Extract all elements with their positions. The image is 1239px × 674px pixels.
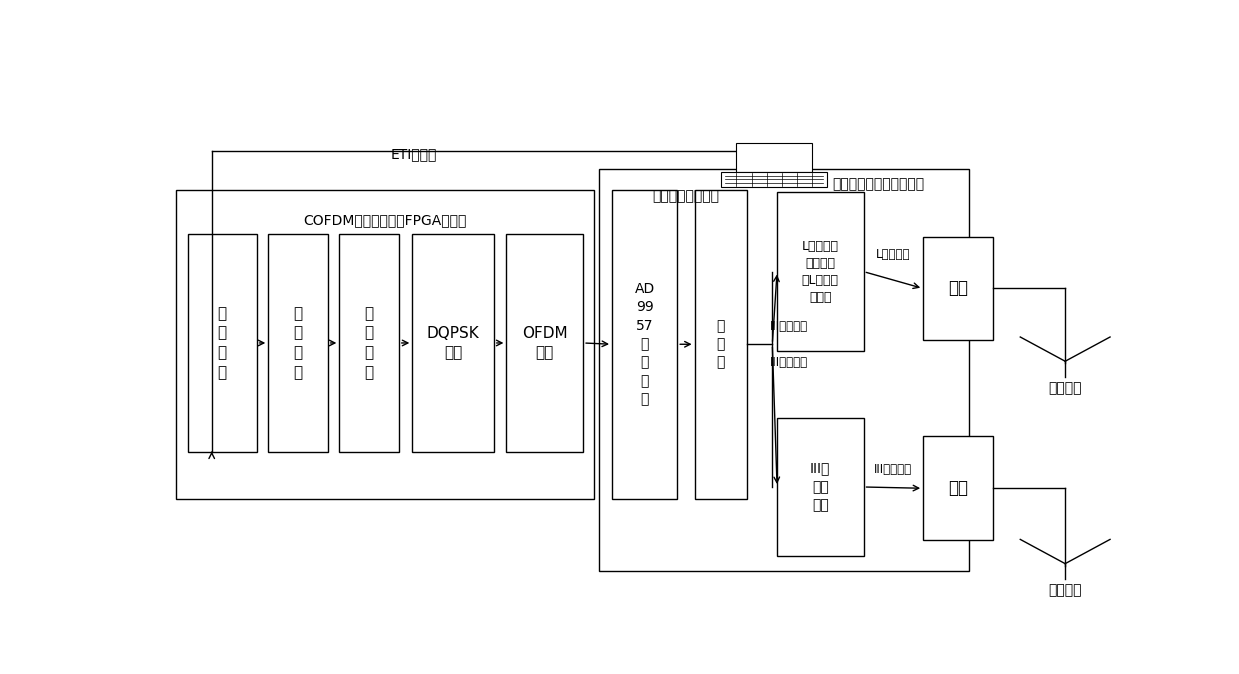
Bar [777,193,864,350]
Text: ETI数据流: ETI数据流 [390,147,436,161]
Text: 频
率
交
织: 频 率 交 织 [364,306,374,380]
Bar [721,172,828,187]
Bar [507,234,584,452]
Bar [923,237,994,340]
Bar [736,143,813,172]
Text: 节目源编码及发射帧合成: 节目源编码及发射帧合成 [831,177,924,191]
Bar [187,234,256,452]
Text: 时
间
交
织: 时 间 交 织 [294,306,302,380]
Bar [923,436,994,540]
Text: 集成到一块板子上: 集成到一块板子上 [652,189,720,203]
Text: DQPSK
调制: DQPSK 调制 [426,326,479,361]
Text: 功放: 功放 [948,280,968,297]
Bar [777,418,864,556]
Bar [176,190,593,499]
Bar [612,190,678,499]
Bar [339,234,399,452]
Bar [413,234,494,452]
Bar [268,234,327,452]
Text: III波段信号: III波段信号 [769,320,808,333]
Bar [600,169,969,572]
Text: III波段信号: III波段信号 [875,462,912,476]
Text: COFDM编码器（单片FPGA实现）: COFDM编码器（单片FPGA实现） [304,213,467,227]
Text: 发射天线: 发射天线 [1048,381,1082,396]
Text: AD
99
57
上
变
频
器: AD 99 57 上 变 频 器 [634,282,654,406]
Bar [695,190,747,499]
Text: 发射天线: 发射天线 [1048,583,1082,596]
Text: 功
分
器: 功 分 器 [716,319,725,369]
Text: L波段变频
模块（包
括L波段滤
波器）: L波段变频 模块（包 括L波段滤 波器） [802,239,839,303]
Text: 功放: 功放 [948,479,968,497]
Text: III波
段滤
波器: III波 段滤 波器 [810,462,830,512]
Text: III波段信号: III波段信号 [769,356,808,369]
Text: OFDM
调制: OFDM 调制 [522,326,567,361]
Text: L波段信号: L波段信号 [876,248,911,262]
Text: 卷
积
编
码: 卷 积 编 码 [218,306,227,380]
